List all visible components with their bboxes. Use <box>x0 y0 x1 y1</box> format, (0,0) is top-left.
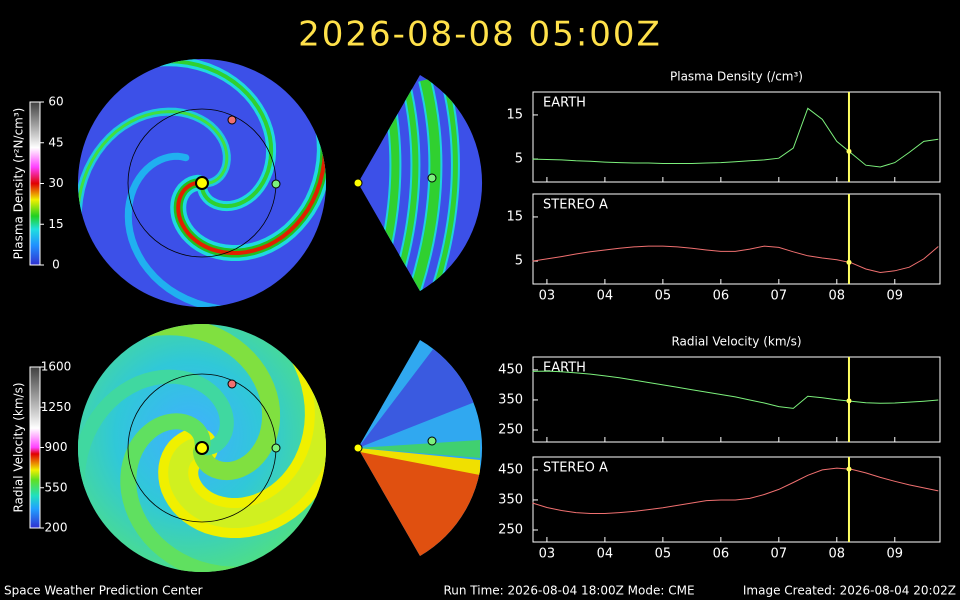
y-tick-label: 15 <box>506 209 523 224</box>
colorbar-tick-label: 1600 <box>41 360 72 374</box>
velocity-disk <box>78 324 326 572</box>
x-tick-label: 06 <box>713 289 730 304</box>
x-tick-label: 08 <box>829 289 846 304</box>
y-tick-label: 350 <box>498 492 523 507</box>
footer-center: Run Time: 2026-08-04 18:00Z Mode: CME <box>443 584 694 598</box>
spiral-arm <box>78 59 274 273</box>
chart-title: Radial Velocity (km/s) <box>671 335 801 349</box>
y-tick-label: 350 <box>498 392 523 407</box>
plot-frame <box>532 356 941 443</box>
chart-title: Plasma Density (/cm³) <box>670 70 803 84</box>
y-tick-label: 15 <box>506 107 523 122</box>
y-tick-label: 250 <box>498 422 523 437</box>
plot-frame <box>532 91 941 183</box>
panel-label: EARTH <box>543 96 586 111</box>
time-marker-dot <box>846 398 852 404</box>
colorbar-label: Plasma Density (r²N/cm³) <box>12 108 26 260</box>
colorbar-tick-label: 900 <box>45 440 68 454</box>
x-tick-label: 08 <box>829 547 846 562</box>
colorbar-tick-label: 200 <box>45 521 68 535</box>
spiral-arm <box>78 110 279 307</box>
colorbar-tick-label: 0 <box>52 258 60 272</box>
colorbar-tick-label: 30 <box>48 176 63 190</box>
spiral-arm <box>117 59 326 255</box>
panel-label: STEREO A <box>543 198 608 213</box>
x-tick-label: 09 <box>887 547 904 562</box>
series-line <box>532 245 939 274</box>
x-tick-label: 07 <box>771 289 788 304</box>
velocity-wedge <box>353 340 483 556</box>
spiral-arm <box>124 122 326 307</box>
y-tick-label: 450 <box>498 362 523 377</box>
x-tick-label: 09 <box>887 289 904 304</box>
colorbar <box>29 366 41 529</box>
time-marker-dot <box>846 466 852 472</box>
colorbar-label: Radial Velocity (km/s) <box>12 382 26 512</box>
x-tick-label: 05 <box>655 547 672 562</box>
plot-frame <box>532 193 941 285</box>
spiral-arm <box>78 324 281 545</box>
spiral-arm <box>109 324 326 528</box>
density-wedge <box>353 75 483 291</box>
series-line <box>532 107 939 168</box>
spiral-arm <box>120 377 326 572</box>
series-line <box>532 370 939 409</box>
spiral-arm <box>78 369 285 572</box>
time-marker-dot <box>846 259 852 265</box>
wedge-arm <box>432 79 458 291</box>
x-tick-label: 05 <box>655 289 672 304</box>
y-tick-label: 5 <box>515 254 523 269</box>
x-tick-label: 04 <box>597 547 614 562</box>
y-tick-label: 250 <box>498 522 523 537</box>
header-title: 2026-08-08 05:00Z <box>298 15 662 55</box>
colorbar <box>29 101 41 266</box>
panel-label: STEREO A <box>543 461 608 476</box>
colorbar-tick-label: 60 <box>48 95 63 109</box>
x-tick-label: 06 <box>713 547 730 562</box>
colorbar-tick-label: 15 <box>48 217 63 231</box>
wedge-arm <box>410 78 441 291</box>
x-tick-label: 07 <box>771 547 788 562</box>
y-tick-label: 5 <box>515 152 523 167</box>
series-line <box>532 467 939 514</box>
colorbar-tick-label: 1250 <box>41 400 72 414</box>
time-marker-dot <box>846 148 852 154</box>
y-tick-label: 450 <box>498 462 523 477</box>
density-disk <box>78 59 326 307</box>
footer-left: Space Weather Prediction Center <box>4 584 203 598</box>
colorbar-tick-label: 45 <box>48 135 63 149</box>
colorbar-tick-label: 550 <box>45 480 68 494</box>
footer-right: Image Created: 2026-08-04 20:02Z <box>743 584 956 598</box>
x-tick-label: 04 <box>597 289 614 304</box>
x-tick-label: 03 <box>539 289 556 304</box>
x-tick-label: 03 <box>539 547 556 562</box>
